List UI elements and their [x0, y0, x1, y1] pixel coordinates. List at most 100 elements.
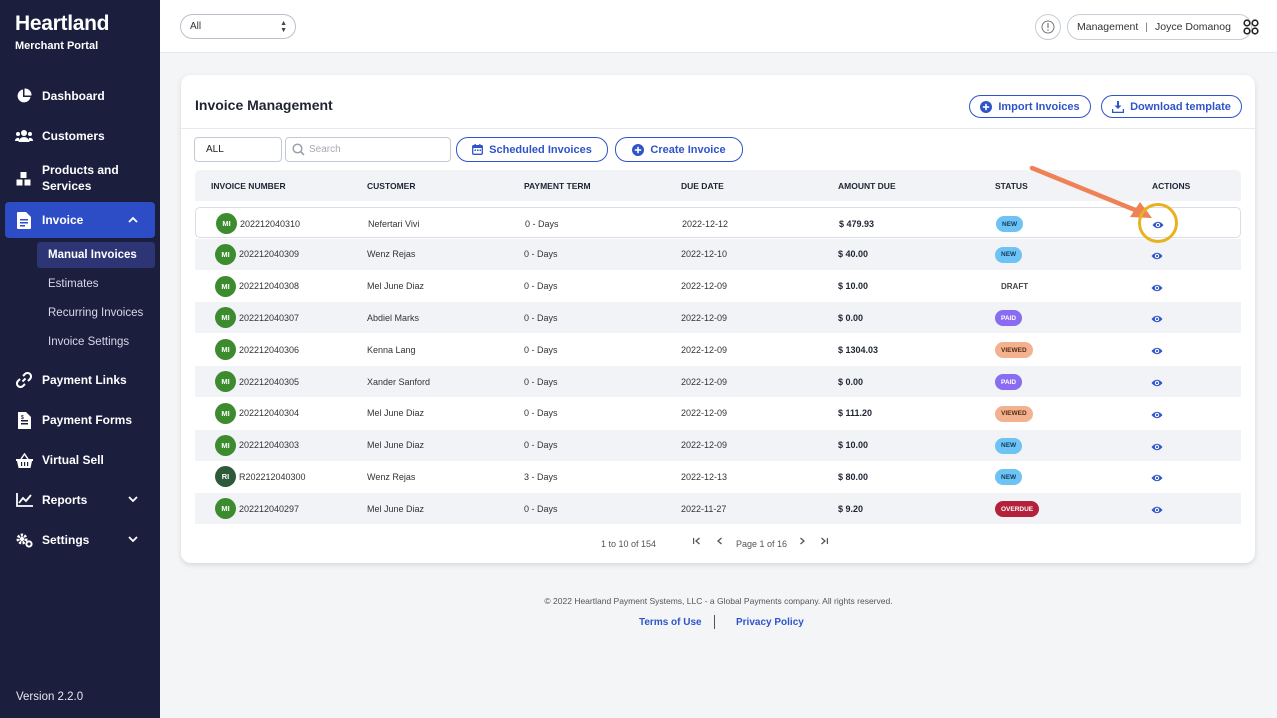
table-row[interactable]: MI 202212040297 Mel June Diaz 0 - Days 2022-… — [195, 493, 1241, 525]
sidebar-subitem-estimates[interactable]: Estimates — [48, 278, 99, 290]
invoice-type-avatar: MI — [215, 402, 236, 424]
customer-name: Mel June Diaz — [367, 281, 425, 292]
sidebar-item-label: Settings — [42, 533, 90, 547]
scheduled-invoices-label: Scheduled Invoices — [489, 143, 592, 156]
info-button[interactable] — [1035, 14, 1061, 40]
column-header-payment-term[interactable]: PAYMENT TERM — [524, 180, 591, 191]
column-header-status[interactable]: STATUS — [995, 180, 1028, 191]
form-icon: $ — [15, 411, 33, 429]
view-invoice-eye-icon[interactable] — [1151, 503, 1163, 515]
view-invoice-eye-icon[interactable] — [1151, 312, 1163, 324]
user-role: Management — [1077, 21, 1139, 33]
sidebar-item-payment-forms[interactable]: $ Payment Forms — [0, 411, 160, 429]
invoice-type-avatar: MI — [216, 213, 237, 234]
last-page-button[interactable] — [819, 536, 829, 549]
create-invoice-button[interactable]: Create Invoice — [615, 137, 743, 162]
amount-due: $ 10.00 — [838, 281, 869, 292]
amount-due: $ 479.93 — [839, 218, 875, 229]
download-template-button[interactable]: Download template — [1101, 95, 1242, 118]
invoice-icon — [15, 211, 33, 229]
sidebar-item-payment-links[interactable]: Payment Links — [0, 371, 160, 389]
table-row[interactable]: MI 202212040304 Mel June Diaz 0 - Days 2022-… — [195, 398, 1241, 429]
payment-term: 3 - Days — [524, 471, 558, 482]
import-invoices-button[interactable]: Import Invoices — [969, 95, 1091, 118]
chevron-left-icon — [717, 537, 722, 545]
sidebar-item-reports[interactable]: Reports — [0, 491, 160, 509]
next-page-button[interactable] — [797, 536, 807, 549]
merchant-select-value: All — [190, 21, 202, 32]
payment-term: 0 - Days — [524, 503, 558, 514]
amount-due: $ 10.00 — [838, 440, 869, 451]
invoice-type-avatar: MI — [215, 275, 236, 297]
page-title: Invoice Management — [195, 97, 333, 113]
amount-due: $ 80.00 — [838, 471, 869, 482]
sidebar-item-virtual-sell[interactable]: Virtual Sell — [0, 451, 160, 469]
payment-term: 0 - Days — [524, 344, 558, 355]
plus-circle-icon — [632, 143, 645, 156]
pagination-range: 1 to 10 of 154 — [601, 539, 657, 549]
download-icon — [1112, 100, 1125, 113]
view-invoice-eye-icon[interactable] — [1151, 408, 1163, 420]
column-header-invoice-number[interactable]: INVOICE NUMBER — [211, 180, 286, 191]
payment-term: 0 - Days — [524, 249, 558, 260]
view-invoice-eye-icon[interactable] — [1151, 249, 1163, 261]
sidebar-item-customers[interactable]: Customers — [0, 127, 160, 145]
sidebar-subitem-manual-invoices[interactable]: Manual Invoices — [37, 242, 155, 268]
amount-due: $ 111.20 — [838, 408, 873, 419]
status-filter-select[interactable]: ALL — [194, 137, 282, 162]
brand-logo[interactable]: Heartland Merchant Portal — [15, 12, 109, 52]
table-row[interactable]: MI 202212040308 Mel June Diaz 0 - Days 2022-… — [195, 271, 1241, 302]
privacy-policy-link[interactable]: Privacy Policy — [736, 617, 804, 628]
column-header-actions: ACTIONS — [1152, 180, 1191, 191]
column-header-customer[interactable]: CUSTOMER — [367, 180, 416, 191]
sidebar-subitem-invoice-settings[interactable]: Invoice Settings — [48, 336, 130, 348]
column-header-amount-due[interactable]: AMOUNT DUE — [838, 180, 896, 191]
table-row[interactable]: MI 202212040303 Mel June Diaz 0 - Days 2022-… — [195, 429, 1241, 461]
view-invoice-eye-icon[interactable] — [1151, 344, 1163, 356]
status-badge: VIEWED — [995, 342, 1033, 359]
first-page-icon — [693, 537, 700, 545]
first-page-button[interactable] — [692, 536, 702, 549]
payment-term: 0 - Days — [524, 440, 558, 451]
sidebar-item-products-and-services[interactable]: Products and Services — [0, 162, 160, 194]
sidebar-subitem-recurring-invoices[interactable]: Recurring Invoices — [48, 307, 144, 319]
table-row[interactable]: MI 202212040305 Xander Sanford 0 - Days 2022… — [195, 366, 1241, 397]
payment-term: 0 - Days — [524, 376, 558, 387]
due-date: 2022-12-09 — [681, 408, 728, 419]
search-field[interactable] — [285, 137, 451, 162]
payment-term: 0 - Days — [524, 408, 558, 419]
select-arrows-icon: ▲ ▼ — [280, 20, 287, 34]
table-row[interactable]: RI R202212040300 Wenz Rejas 3 - Days 2022-12… — [195, 461, 1241, 492]
invoice-number: 202212040306 — [239, 344, 300, 355]
table-row[interactable]: MI 202212040309 Wenz Rejas 0 - Days 2022-12-… — [195, 238, 1241, 270]
invoice-type-avatar: MI — [215, 339, 236, 361]
link-icon — [15, 371, 33, 389]
column-header-due-date[interactable]: DUE DATE — [681, 180, 724, 191]
brand-name: Heartland — [15, 12, 110, 35]
invoice-type-avatar: MI — [215, 498, 236, 520]
sidebar-item-dashboard[interactable]: Dashboard — [0, 87, 160, 105]
terms-of-use-link[interactable]: Terms of Use — [639, 617, 702, 628]
sidebar-item-settings[interactable]: Settings — [0, 531, 160, 549]
status-badge: NEW — [995, 437, 1023, 454]
table-row[interactable]: MI 202212040310 Nefertari Vivi 0 - Days 2022… — [195, 207, 1241, 238]
card-header-divider — [181, 128, 1255, 129]
view-invoice-eye-icon[interactable] — [1151, 376, 1163, 388]
view-invoice-eye-icon[interactable] — [1151, 440, 1163, 452]
view-invoice-eye-icon[interactable] — [1151, 281, 1163, 293]
scheduled-invoices-button[interactable]: Scheduled Invoices — [456, 137, 608, 162]
apps-grid-icon[interactable] — [1243, 19, 1259, 35]
merchant-select[interactable]: All ▲ ▼ — [180, 14, 296, 39]
invoice-type-avatar: MI — [215, 371, 236, 392]
pie-chart-icon — [15, 87, 33, 105]
search-input[interactable] — [309, 144, 439, 155]
customer-name: Kenna Lang — [367, 344, 416, 355]
import-invoices-label: Import Invoices — [998, 100, 1080, 113]
table-row[interactable]: MI 202212040306 Kenna Lang 0 - Days 2022-12-… — [195, 334, 1241, 365]
table-row[interactable]: MI 202212040307 Abdiel Marks 0 - Days 2022-1… — [195, 302, 1241, 334]
due-date: 2022-12-09 — [681, 376, 728, 387]
sidebar-item-invoice[interactable]: Invoice — [0, 211, 160, 229]
user-menu[interactable]: Management | Joyce Domanog — [1067, 14, 1252, 40]
view-invoice-eye-icon[interactable] — [1151, 471, 1163, 483]
previous-page-button[interactable] — [715, 536, 725, 549]
